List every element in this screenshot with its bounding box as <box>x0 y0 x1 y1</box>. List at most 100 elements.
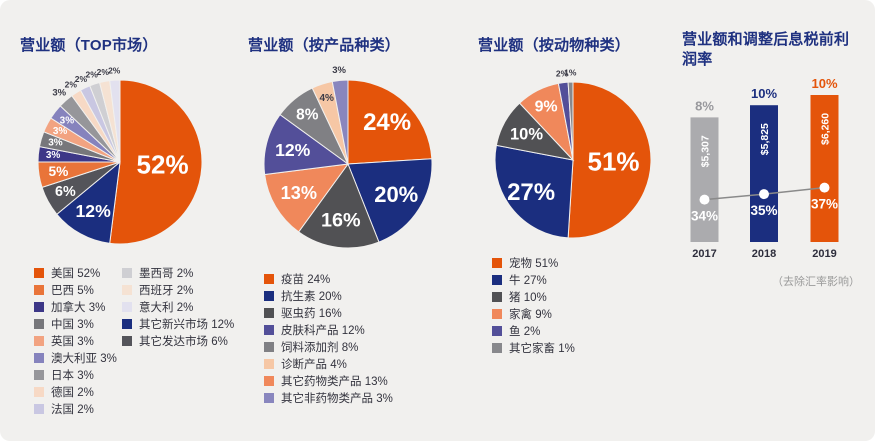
legend-item: 其它发达市场 6% <box>122 334 234 348</box>
pie-slice-label: 52% <box>137 150 189 180</box>
legend-swatch <box>264 324 274 335</box>
legend-swatch <box>34 369 44 380</box>
legend-animal-species: 宠物 51% 牛 27% 猪 10% 家禽 9% 鱼 2% 其它家畜 1% <box>492 256 676 358</box>
pie-slice-label: 2% <box>108 66 121 76</box>
legend-column: 美国 52% 巴西 5% 加拿大 3% 中国 3% 英国 3% 澳大利亚 3% 日本 3% 德… <box>34 266 118 419</box>
panel-product-category: 营业额（按产品种类） 24% 20% 16% 13% 12% 8% 4% 3% 疫苗 24% 抗… <box>248 36 460 408</box>
legend-label: 其它非药物类产品 3% <box>281 392 393 405</box>
legend-swatch <box>34 267 44 278</box>
legend-label: 法国 2% <box>51 403 94 416</box>
year-label: 2017 <box>692 248 716 260</box>
legend-swatch <box>264 290 274 301</box>
pie-slice-label: 9% <box>535 99 558 116</box>
pie-slice-label: 2% <box>85 70 98 80</box>
pie-slice-label: 20% <box>374 182 418 207</box>
pie-slice-label: 3% <box>332 65 346 76</box>
legend-column: 墨西哥 2% 西班牙 2% 意大利 2% 其它新兴市场 12% 其它发达市场 6% <box>122 266 234 419</box>
bar-chart-revenue-ebit: 8% $5,307 2017 10% $5,825 2018 10% $6,260 2019 34… <box>690 79 839 260</box>
legend-item: 疫苗 24% <box>264 272 393 286</box>
panel-revenue-ebit: 营业额和调整后息税前利润率 8% $5,307 2017 10% $5,825 2018 1… <box>682 30 860 289</box>
pie-slice <box>494 145 574 239</box>
pie-slice-label: 10% <box>510 126 543 144</box>
pie-slice-label: 3% <box>46 150 61 161</box>
pie-slice-label: 3% <box>53 126 68 137</box>
growth-label: 10% <box>811 79 837 91</box>
legend-label: 其它新兴市场 12% <box>139 318 235 331</box>
legend-columns: 疫苗 24% 抗生素 20% 驱虫药 16% 皮肤科产品 12% 饲料添加剂 8% 诊断产… <box>264 272 460 408</box>
legend-swatch <box>492 274 502 285</box>
legend-product-category: 疫苗 24% 抗生素 20% 驱虫药 16% 皮肤科产品 12% 饲料添加剂 8% 诊断产… <box>264 272 460 408</box>
legend-item: 西班牙 2% <box>122 283 234 297</box>
legend-label: 美国 52% <box>51 267 101 280</box>
legend-label: 疫苗 24% <box>281 273 331 286</box>
legend-label: 英国 3% <box>51 335 94 348</box>
legend-item: 巴西 5% <box>34 283 118 297</box>
panel-animal-species: 营业额（按动物种类） 51% 27% 10% 9% 2% 1% 宠物 51% 牛 27% 猪 … <box>478 36 676 358</box>
legend-item: 澳大利亚 3% <box>34 351 118 365</box>
legend-label: 家禽 9% <box>509 308 552 321</box>
pie-slice-label: 12% <box>275 140 311 160</box>
pie-slice-label: 2% <box>97 67 110 77</box>
legend-item: 其它药物类产品 13% <box>264 374 393 388</box>
revenue-value-label: $5,825 <box>759 122 771 154</box>
legend-label: 德国 2% <box>51 386 94 399</box>
legend-item: 驱虫药 16% <box>264 306 393 320</box>
legend-item: 法国 2% <box>34 402 118 416</box>
chart-title-product-category: 营业额（按产品种类） <box>248 37 401 54</box>
legend-label: 其它家畜 1% <box>509 342 575 355</box>
pie-slice-label: 2% <box>556 69 569 79</box>
margin-dot <box>759 188 769 199</box>
pie-slice-label: 16% <box>321 210 361 232</box>
pie-slice <box>297 163 380 249</box>
pie-slice <box>347 79 433 165</box>
pie-slice <box>56 161 121 245</box>
legend-label: 中国 3% <box>51 318 94 331</box>
revenue-bar <box>810 94 839 242</box>
legend-label: 皮肤科产品 12% <box>281 324 365 337</box>
year-label: 2019 <box>812 248 836 260</box>
pie-slice-label: 8% <box>296 107 319 124</box>
legend-label: 饲料添加剂 8% <box>281 341 359 354</box>
legend-swatch <box>122 318 132 329</box>
legend-columns: 宠物 51% 牛 27% 猪 10% 家禽 9% 鱼 2% 其它家畜 1% <box>492 256 676 358</box>
chart-title-animal-species: 营业额（按动物种类） <box>478 37 631 54</box>
pie-slice-label: 6% <box>55 184 76 200</box>
legend-label: 驱虫药 16% <box>281 307 342 320</box>
legend-swatch <box>264 358 274 369</box>
margin-label: 37% <box>811 196 838 211</box>
pie-slice <box>109 79 203 245</box>
legend-item: 美国 52% <box>34 266 118 280</box>
pie-slice-label: 12% <box>76 201 112 221</box>
legend-swatch <box>34 301 44 312</box>
pie-slice <box>263 114 350 176</box>
margin-label: 34% <box>691 208 718 223</box>
legend-swatch <box>264 273 274 284</box>
legend-swatch <box>34 318 44 329</box>
legend-item: 德国 2% <box>34 385 118 399</box>
pie-slice <box>347 158 433 244</box>
pie-slice-label: 51% <box>588 147 640 177</box>
pie-slice-label: 3% <box>48 138 63 149</box>
legend-label: 西班牙 2% <box>139 284 194 297</box>
legend-swatch <box>492 342 502 353</box>
margin-dot <box>699 194 710 205</box>
revenue-bar <box>690 116 719 242</box>
legend-item: 皮肤科产品 12% <box>264 323 393 337</box>
legend-item: 中国 3% <box>34 317 118 331</box>
legend-label: 宠物 51% <box>509 257 559 270</box>
pie-slice-label: 3% <box>60 116 75 127</box>
pie-chart-product-category: 24% 20% 16%13% 12% 8%4% 3% <box>263 65 433 249</box>
legend-label: 加拿大 3% <box>51 301 106 314</box>
legend-label: 墨西哥 2% <box>139 267 194 280</box>
legend-swatch <box>34 352 44 363</box>
legend-label: 意大利 2% <box>139 301 194 314</box>
revenue-value-label: $5,307 <box>700 135 712 167</box>
legend-item: 牛 27% <box>492 273 575 287</box>
pie-slice-label: 24% <box>363 109 411 136</box>
legend-item: 宠物 51% <box>492 256 575 270</box>
legend-label: 其它药物类产品 13% <box>281 375 388 388</box>
chart-title-top-markets: 营业额（TOP市场） <box>20 37 158 54</box>
legend-item: 诊断产品 4% <box>264 357 393 371</box>
margin-dot <box>819 182 830 193</box>
